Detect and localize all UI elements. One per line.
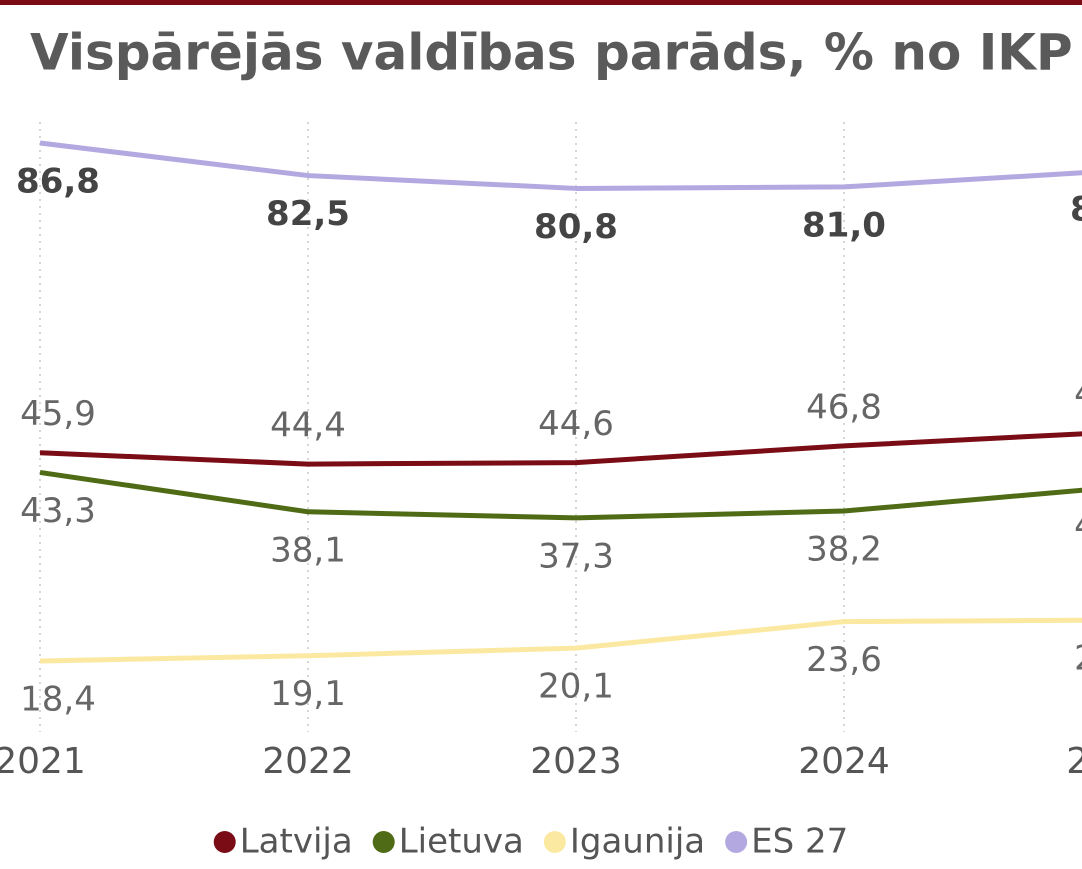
line-series [39,431,1082,467]
legend-label: Lietuva [399,822,524,862]
data-label: 41,3 [1074,506,1082,546]
data-label: 46,8 [806,387,882,427]
x-tick-label: 2023 [530,741,622,782]
data-label: 80,8 [534,207,618,247]
data-label: 19,1 [270,674,346,714]
data-label: 23,6 [806,640,882,680]
data-label: 38,1 [270,530,346,570]
data-label: 45,9 [20,394,96,434]
line-series [39,469,1082,521]
legend-marker [372,831,395,853]
line-series [39,140,1082,191]
legend-marker [543,831,566,853]
legend-label: ES 27 [751,822,848,862]
data-label: 38,2 [806,530,882,570]
x-tick-label: 2025 [1066,741,1082,782]
data-label: 37,3 [538,536,614,576]
data-label: 86,8 [16,162,100,202]
data-label: 44,4 [270,406,346,446]
legend-marker [725,831,748,853]
x-tick-label: 2024 [798,741,890,782]
legend-label: Igaunija [570,822,705,862]
x-tick-label: 2021 [0,741,86,782]
x-tick-label: 2022 [262,741,354,782]
data-label: 44,6 [538,404,614,444]
data-label: 81,0 [802,205,886,245]
data-label: 83,1 [1070,190,1082,230]
data-label: 48,6 [1074,374,1082,414]
legend-label: Latvija [240,822,353,862]
top-bar [0,0,1082,5]
chart-title: Vispārējās valdības parāds, % no IKP [30,24,1073,82]
data-label: 18,4 [20,680,96,720]
line-series [39,617,1082,664]
data-label: 20,1 [538,667,614,707]
legend-marker [213,831,236,853]
data-label: 43,3 [20,491,96,531]
data-label: 23,8 [1074,639,1082,679]
data-label: 82,5 [266,194,350,234]
